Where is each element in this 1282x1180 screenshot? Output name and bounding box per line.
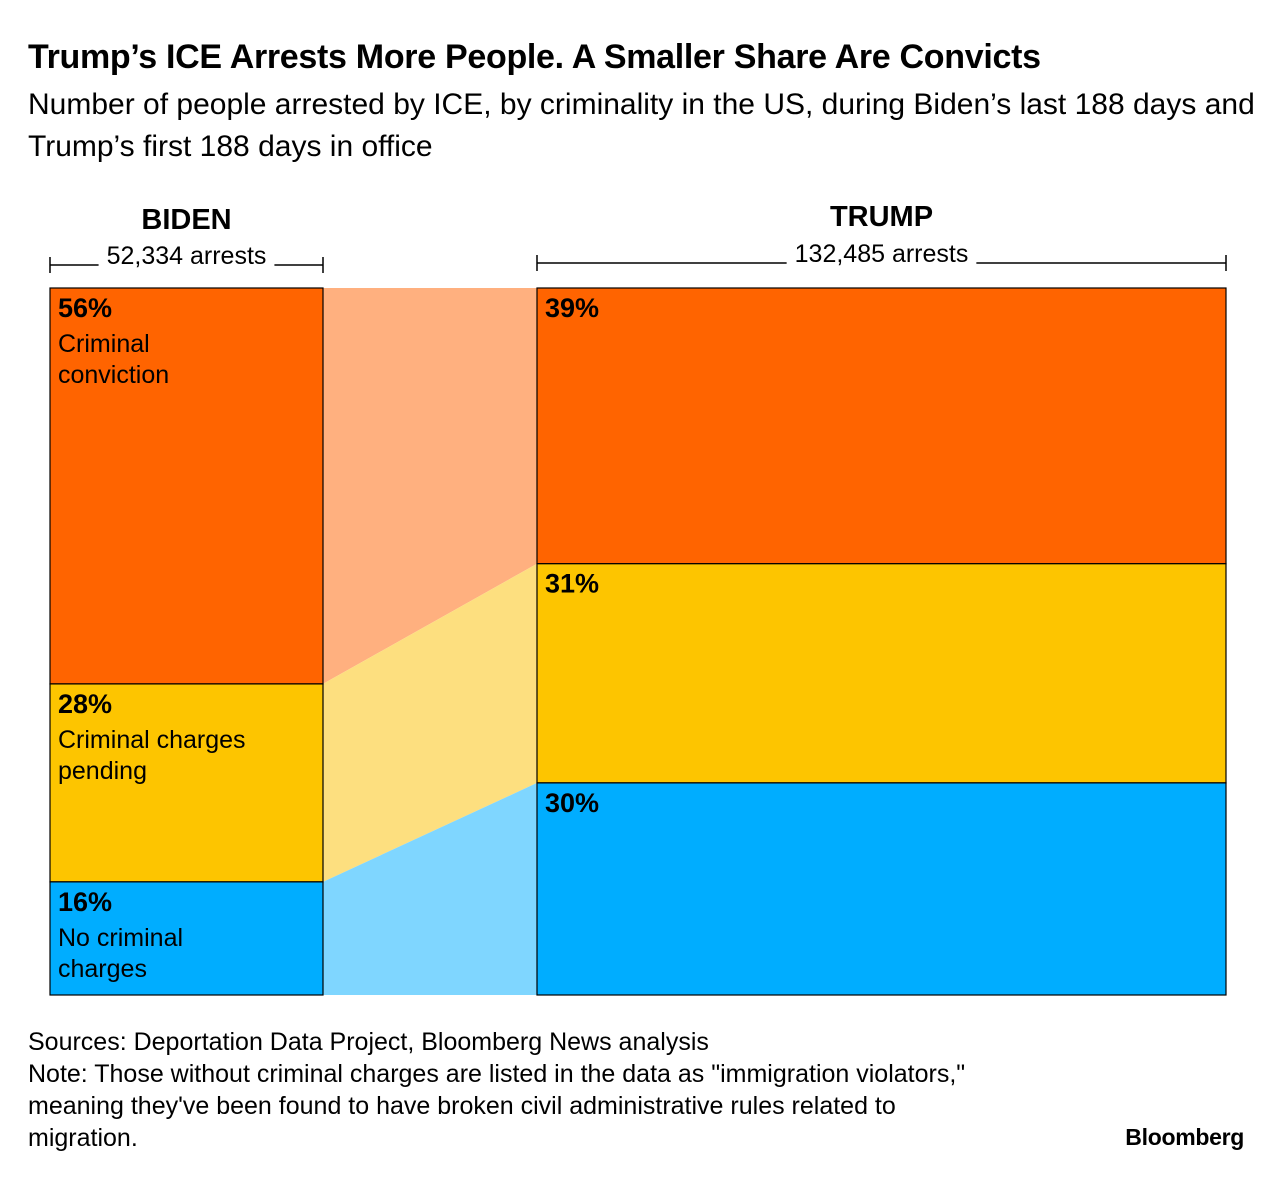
connector-band-3 bbox=[323, 782, 537, 995]
bloomberg-logo: Bloomberg bbox=[1125, 1124, 1244, 1150]
column-header-trump: TRUMP bbox=[830, 201, 933, 233]
marimekko-chart: BIDEN 52,334 arrests TRUMP 132,485 arrests 5… bbox=[49, 201, 1227, 996]
category-label: No criminal charges bbox=[58, 924, 183, 983]
percent-label: 28% bbox=[58, 689, 112, 719]
chart-title: Trump’s ICE Arrests More People. A Small… bbox=[28, 38, 1041, 76]
column-header-biden: BIDEN bbox=[141, 204, 231, 236]
total-label-biden: 52,334 arrests bbox=[107, 242, 267, 270]
connector-band-1 bbox=[323, 288, 537, 684]
percent-label: 39% bbox=[545, 293, 599, 323]
bar-segment-biden-1 bbox=[49, 287, 324, 685]
note-text: Note: Those without criminal charges are… bbox=[28, 1060, 966, 1152]
bar-segment-biden-3 bbox=[49, 881, 324, 996]
connector-band-2 bbox=[323, 563, 537, 882]
bar-segment-trump-3 bbox=[536, 782, 1227, 996]
category-label: Criminal charges pending bbox=[58, 726, 246, 785]
chart-footer: Sources: Deportation Data Project, Bloom… bbox=[28, 1026, 1028, 1154]
bar-segment-trump-2 bbox=[536, 563, 1227, 784]
chart-subtitle: Number of people arrested by ICE, by cri… bbox=[28, 88, 1255, 163]
sources-text: Sources: Deportation Data Project, Bloom… bbox=[28, 1028, 709, 1056]
total-label-trump: 132,485 arrests bbox=[795, 240, 969, 268]
bar-segment-biden-2 bbox=[49, 683, 324, 883]
percent-label: 56% bbox=[58, 293, 112, 323]
percent-label: 30% bbox=[545, 788, 599, 818]
percent-label: 31% bbox=[545, 569, 599, 599]
category-label: Criminal conviction bbox=[58, 330, 169, 389]
percent-label: 16% bbox=[58, 887, 112, 917]
bar-segment-trump-1 bbox=[536, 287, 1227, 565]
